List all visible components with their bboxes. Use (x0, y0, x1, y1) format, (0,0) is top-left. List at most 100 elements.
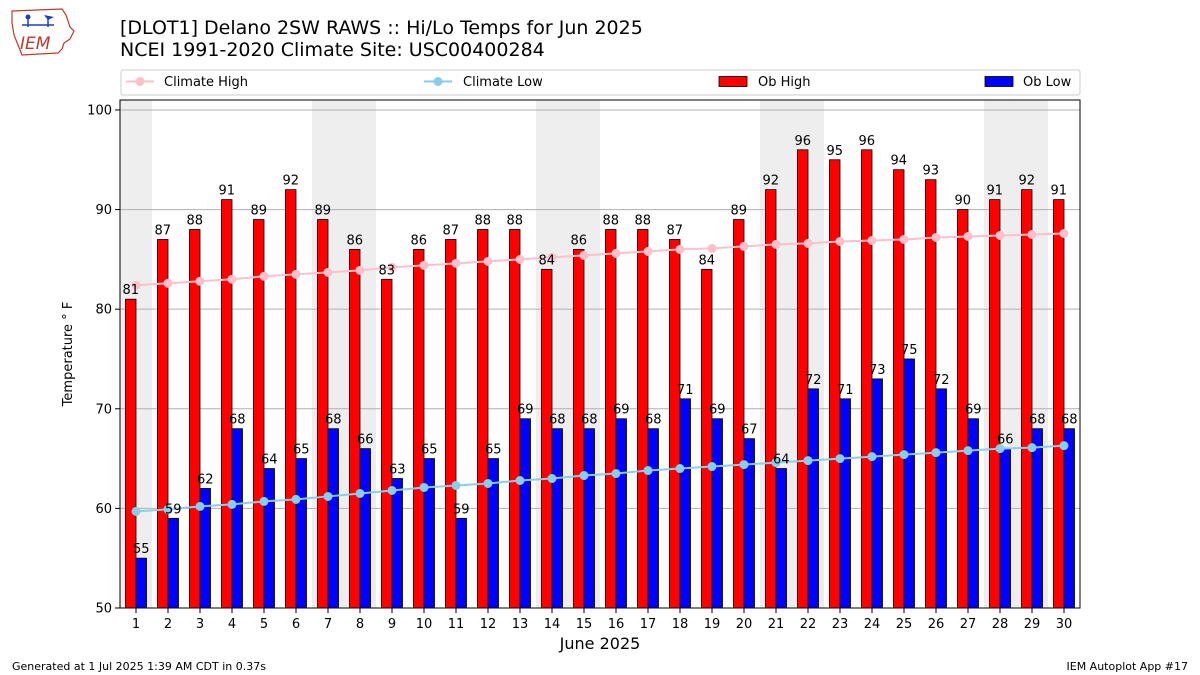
x-tick-label-27: 27 (960, 617, 977, 632)
climate-low-point-29 (1027, 443, 1037, 453)
ob-high-bar-28 (989, 199, 1001, 609)
x-tick-label-22: 22 (800, 617, 817, 632)
x-tick-label-7: 7 (324, 617, 332, 632)
y-tick-label-60: 60 (95, 502, 112, 517)
title-line-2: NCEI 1991-2020 Climate Site: USC00400284 (120, 39, 545, 61)
climate-high-point-5 (259, 271, 269, 281)
ob-high-bar-16 (605, 229, 617, 609)
ob-high-bar-6 (285, 189, 297, 609)
x-tick-label-16: 16 (608, 617, 625, 632)
x-tick-label-6: 6 (292, 617, 300, 632)
climate-low-point-21 (771, 458, 781, 468)
climate-low-point-9 (387, 485, 397, 495)
ob-low-label-18: 71 (677, 383, 694, 398)
climate-high-point-10 (419, 260, 429, 270)
x-tick-label-10: 10 (416, 617, 433, 632)
y-tick-label-90: 90 (95, 203, 112, 218)
climate-low-point-15 (579, 471, 589, 481)
ob-high-bar-13 (509, 229, 521, 609)
ob-high-label-24: 96 (858, 134, 875, 149)
x-tick-label-2: 2 (164, 617, 172, 632)
ob-low-bar-5 (263, 468, 275, 609)
legend-climate-low-label: Climate Low (463, 75, 543, 90)
ob-high-label-10: 86 (410, 233, 427, 248)
climate-low-point-5 (259, 496, 269, 506)
ob-low-bar-21 (775, 468, 787, 609)
ob-high-bar-10 (413, 249, 425, 609)
legend-climate-high-marker (135, 77, 145, 86)
ob-high-label-17: 88 (634, 213, 651, 228)
ob-low-bar-7 (327, 428, 339, 609)
bar-value-labels: 81 55 87 59 88 62 91 68 89 64 92 65 89 68 86 66 83 63 86 65… (122, 134, 1077, 557)
x-tick-label-21: 21 (768, 617, 785, 632)
ob-high-bar-21 (765, 189, 777, 609)
ob-low-bar-22 (807, 388, 819, 609)
ob-high-label-13: 88 (506, 213, 523, 228)
climate-low-point-16 (611, 469, 621, 479)
x-tick-label-5: 5 (260, 617, 268, 632)
x-tick-label-12: 12 (480, 617, 497, 632)
ob-high-label-22: 96 (794, 134, 811, 149)
ob-low-label-26: 72 (933, 373, 950, 388)
climate-high-point-18 (675, 244, 685, 254)
generated-timestamp: Generated at 1 Jul 2025 1:39 AM CDT in 0… (12, 660, 266, 673)
ob-low-label-2: 59 (165, 502, 182, 517)
ob-high-label-11: 87 (442, 223, 459, 238)
legend-ob-low-label: Ob Low (1023, 75, 1072, 90)
x-tick-label-18: 18 (672, 617, 689, 632)
ob-high-label-26: 93 (922, 164, 939, 179)
climate-lines (131, 228, 1069, 516)
x-tick-label-3: 3 (196, 617, 204, 632)
title-line-1: [DLOT1] Delano 2SW RAWS :: Hi/Lo Temps f… (120, 17, 643, 39)
x-tick-label-15: 15 (576, 617, 593, 632)
x-tick-label-24: 24 (864, 617, 881, 632)
ob-low-label-3: 62 (197, 472, 214, 487)
climate-low-point-17 (643, 466, 653, 476)
climate-high-point-26 (931, 232, 941, 242)
x-tick-label-19: 19 (704, 617, 721, 632)
app-label: IEM Autoplot App #17 (1066, 660, 1189, 673)
climate-low-point-18 (675, 464, 685, 474)
x-tick-label-28: 28 (992, 617, 1009, 632)
x-tick-label-4: 4 (228, 617, 236, 632)
ob-low-bar-11 (455, 517, 467, 609)
y-tick-label-50: 50 (95, 602, 112, 617)
ob-low-bar-15 (583, 428, 595, 609)
iem-logo: IEM (11, 8, 75, 56)
climate-low-point-14 (547, 474, 557, 484)
climate-low-point-23 (835, 454, 845, 464)
climate-low-point-28 (995, 444, 1005, 454)
ob-high-bar-12 (477, 229, 489, 609)
ob-high-bar-8 (349, 249, 361, 609)
ob-low-bar-25 (903, 358, 915, 609)
x-tick-label-9: 9 (388, 617, 396, 632)
x-tick-label-30: 30 (1056, 617, 1073, 632)
ob-high-label-25: 94 (890, 154, 907, 169)
ob-high-bar-29 (1021, 189, 1033, 609)
ob-low-bar-30 (1063, 428, 1075, 609)
ob-high-label-19: 84 (698, 253, 715, 268)
ob-low-label-11: 59 (453, 502, 470, 517)
climate-high-point-8 (355, 265, 365, 275)
climate-high-point-6 (291, 269, 301, 279)
ob-high-label-2: 87 (154, 223, 171, 238)
ob-low-label-12: 65 (485, 443, 502, 458)
ob-high-label-7: 89 (314, 204, 331, 219)
ob-high-label-18: 87 (666, 223, 683, 238)
ob-low-bar-26 (935, 388, 947, 609)
legend-climate-low-marker (433, 77, 443, 86)
ob-low-label-10: 65 (421, 443, 438, 458)
climate-low-point-20 (739, 460, 749, 470)
ob-low-label-14: 68 (549, 413, 566, 428)
ob-high-label-21: 92 (762, 174, 779, 189)
ob-low-bar-14 (551, 428, 563, 609)
ob-high-bar-14 (541, 268, 553, 609)
ob-high-bar-9 (381, 278, 393, 609)
x-tick-label-8: 8 (356, 617, 364, 632)
ob-high-bar-1 (125, 298, 137, 609)
legend-ob-low-swatch (984, 76, 1014, 87)
ob-low-label-15: 68 (581, 413, 598, 428)
x-tick-label-17: 17 (640, 617, 657, 632)
climate-low-point-2 (163, 504, 173, 514)
